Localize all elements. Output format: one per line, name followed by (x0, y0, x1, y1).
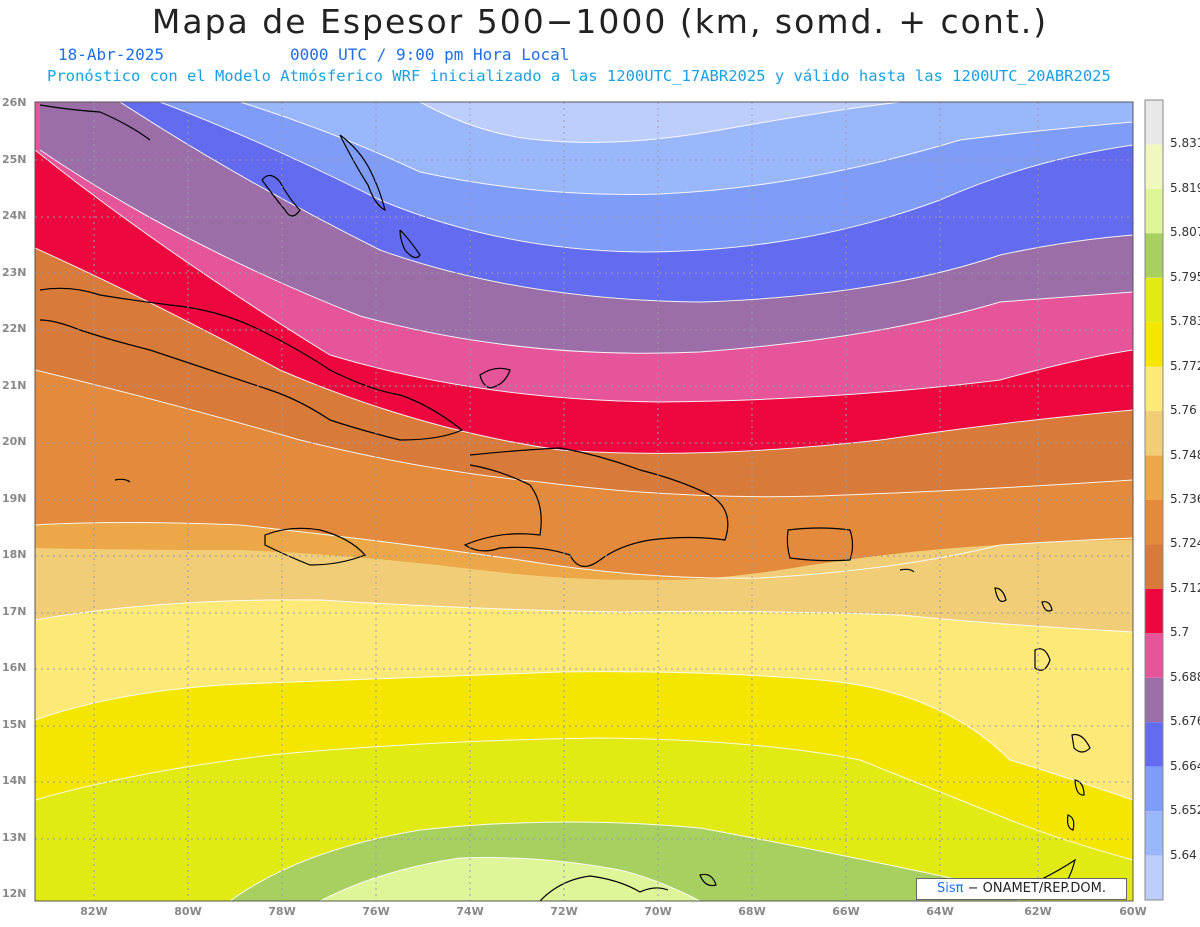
lat-label: 12N (2, 887, 27, 900)
credit-box: Sisπ − ONAMET/REP.DOM. (916, 878, 1127, 900)
colorbar-label: 5.712 (1170, 580, 1200, 595)
lon-label: 70W (644, 905, 672, 918)
lat-label: 18N (2, 548, 27, 561)
lat-label: 25N (2, 152, 27, 166)
colorbar-label: 5.736 (1170, 492, 1200, 506)
colorbar-swatch (1145, 855, 1163, 900)
colorbar-label: 5.819 (1170, 180, 1200, 195)
colorbar-label: 5.783 (1170, 314, 1200, 329)
colorbar-swatch (1145, 766, 1163, 812)
lon-label: 72W (550, 905, 578, 918)
lat-label: 14N (2, 774, 27, 787)
colorbar-label: 5.652 (1170, 803, 1200, 818)
colorbar-label: 5.76 (1170, 403, 1197, 418)
colorbar-label: 5.64 (1170, 847, 1197, 862)
lon-label: 60W (1119, 905, 1147, 918)
colorbar (1144, 99, 1164, 901)
lon-label: 68W (738, 905, 766, 918)
colorbar-frame (1144, 99, 1164, 901)
lat-label: 19N (2, 491, 27, 505)
lat-label: 17N (2, 604, 27, 618)
map-grid (35, 102, 1133, 901)
valid-date: 18-Abr-2025 (58, 45, 164, 64)
colorbar-label: 5.831 (1170, 136, 1200, 151)
colorbar-label: 5.688 (1170, 669, 1200, 684)
lat-label: 15N (2, 717, 27, 731)
lon-label: 66W (832, 905, 860, 918)
lon-label: 74W (456, 905, 484, 918)
colorbar-swatch (1145, 544, 1163, 589)
colorbar-label: 5.772 (1170, 358, 1200, 373)
sis-logo-text: Sisπ (936, 881, 964, 896)
lon-label: 78W (268, 905, 296, 918)
lat-label: 22N (2, 322, 27, 335)
colorbar-swatch (1145, 277, 1163, 323)
colorbar-swatch (1145, 500, 1163, 545)
colorbar-swatch (1145, 677, 1163, 723)
colorbar-swatch (1145, 455, 1163, 500)
lat-label: 21N (2, 378, 27, 392)
lon-label: 76W (362, 905, 390, 918)
colorbar-swatch (1145, 366, 1163, 412)
colorbar-swatch (1145, 811, 1163, 856)
colorbar-swatch (1145, 233, 1163, 278)
credit-text: − ONAMET/REP.DOM. (967, 881, 1107, 896)
colorbar-label: 5.676 (1170, 714, 1200, 729)
colorbar-swatch (1145, 722, 1163, 767)
lon-label: 62W (1024, 905, 1052, 918)
lat-label: 23N (2, 265, 27, 279)
lat-label: 20N (2, 435, 27, 448)
lat-label: 16N (2, 661, 27, 674)
colorbar-swatch (1145, 322, 1163, 367)
valid-time: 0000 UTC / 9:00 pm Hora Local (290, 45, 570, 64)
colorbar-swatch (1145, 100, 1163, 145)
colorbar-label: 5.795 (1170, 269, 1200, 284)
colorbar-label: 5.807 (1170, 225, 1200, 240)
lat-label: 13N (2, 830, 27, 844)
lat-label: 26N (2, 96, 27, 109)
lat-label: 24N (2, 209, 27, 222)
page-title: Mapa de Espesor 500−1000 (km, somd. + co… (151, 2, 1049, 41)
colorbar-label: 5.7 (1170, 625, 1190, 640)
band-5819 (320, 857, 700, 901)
colorbar-swatch (1145, 411, 1163, 456)
colorbar-swatch (1145, 588, 1163, 634)
lon-label: 80W (174, 905, 202, 918)
colorbar-label: 5.748 (1170, 447, 1200, 462)
colorbar-label: 5.664 (1170, 758, 1200, 773)
lon-label: 64W (926, 905, 954, 918)
colorbar-label: 5.724 (1170, 536, 1200, 551)
lon-label: 82W (80, 905, 108, 918)
forecast-info: Pronóstico con el Modelo Atmósferico WRF… (47, 67, 1111, 85)
colorbar-swatch (1145, 188, 1163, 234)
colorbar-swatch (1145, 633, 1163, 678)
colorbar-swatch (1145, 144, 1163, 189)
